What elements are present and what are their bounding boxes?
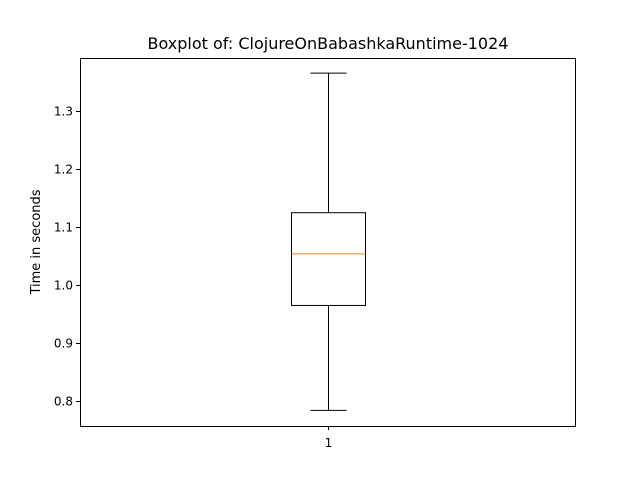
box-group	[291, 72, 366, 411]
x-tick-label: 1	[325, 436, 333, 450]
chart-title: Boxplot of: ClojureOnBabashkaRuntime-102…	[148, 34, 509, 53]
y-tick-label: 1.2	[54, 163, 73, 177]
y-tick-label: 1.0	[54, 279, 73, 293]
iqr-box	[291, 212, 366, 306]
y-tick-label: 0.9	[54, 337, 73, 351]
y-tick-label: 1.3	[54, 105, 73, 119]
y-tick-label: 1.1	[54, 221, 73, 235]
y-axis-label: Time in seconds	[29, 189, 44, 295]
y-tick-label: 0.8	[54, 395, 73, 409]
y-axis: 0.8 0.9 1.0 1.1 1.2 1.3	[54, 105, 80, 409]
x-axis: 1	[325, 426, 333, 450]
